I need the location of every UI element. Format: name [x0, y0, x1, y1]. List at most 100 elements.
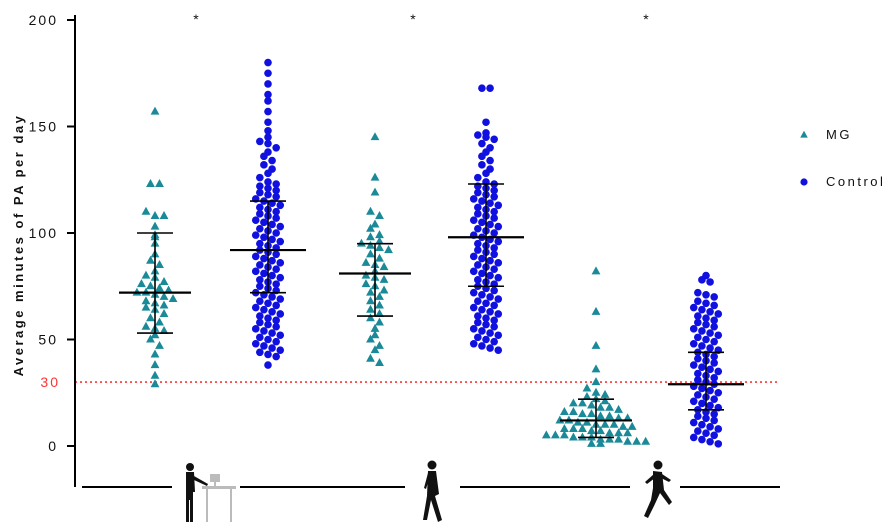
control-point	[694, 297, 702, 305]
mg-point	[159, 211, 169, 219]
mg-point	[366, 240, 375, 249]
control-point	[469, 303, 478, 312]
control-point	[268, 256, 276, 265]
control-point	[689, 418, 698, 427]
control-point	[490, 214, 498, 222]
mg-point	[591, 364, 601, 373]
control-point	[469, 252, 478, 261]
control-point	[486, 199, 494, 207]
control-point	[486, 308, 494, 316]
reference-line-label: 30	[40, 374, 60, 390]
control-point	[474, 203, 482, 212]
control-point	[694, 318, 702, 327]
control-point	[482, 169, 490, 178]
control-point	[698, 363, 706, 371]
mg-point	[587, 400, 596, 409]
control-point	[698, 327, 706, 335]
control-point	[490, 316, 498, 325]
mg-point	[591, 340, 601, 349]
mg-point	[375, 317, 384, 326]
control-point	[478, 139, 486, 148]
control-point	[256, 282, 264, 291]
mg-point	[550, 430, 560, 439]
mg-point	[596, 426, 605, 435]
mg-point	[370, 323, 380, 332]
mg-point	[578, 432, 587, 441]
control-point	[251, 231, 260, 239]
control-point	[482, 320, 490, 329]
control-point	[256, 333, 264, 342]
mg-point	[366, 313, 375, 322]
mg-point	[379, 274, 389, 283]
control-point	[714, 310, 723, 318]
control-point	[490, 286, 498, 295]
mg-point	[150, 211, 160, 219]
control-point	[706, 423, 714, 431]
mg-point	[578, 409, 587, 418]
mg-point	[614, 434, 623, 443]
control-point	[264, 69, 272, 78]
mg-point	[614, 404, 623, 413]
control-point	[276, 222, 285, 231]
mg-point	[596, 434, 605, 443]
control-point	[482, 118, 490, 127]
control-point	[256, 210, 264, 218]
control-point	[710, 293, 718, 301]
mg-point	[146, 334, 155, 343]
mg-point	[150, 106, 160, 115]
control-point	[272, 229, 280, 237]
mg-point	[605, 434, 614, 443]
control-point	[710, 416, 718, 425]
mg-point	[569, 406, 578, 415]
control-point	[494, 259, 503, 267]
control-point	[272, 250, 280, 259]
mg-point	[141, 302, 151, 311]
running-icon	[644, 460, 672, 518]
control-point	[800, 178, 808, 186]
control-point	[474, 224, 482, 233]
control-point	[260, 254, 268, 263]
control-point	[474, 276, 482, 284]
control-point	[272, 214, 280, 222]
y-tick-label: 150	[29, 119, 58, 135]
control-point	[478, 218, 486, 227]
control-point	[706, 401, 714, 410]
control-point	[469, 325, 478, 333]
mg-point	[375, 242, 384, 251]
mg-point	[375, 357, 384, 366]
mg-point	[605, 428, 614, 437]
mg-point	[573, 417, 583, 426]
mg-point	[379, 262, 389, 271]
control-point	[714, 425, 723, 433]
control-point	[256, 203, 264, 212]
control-point	[694, 312, 702, 320]
control-point	[482, 133, 490, 141]
mg-point	[623, 436, 633, 445]
legend: MG Control	[800, 127, 883, 189]
mg-point	[361, 279, 371, 288]
control-point	[256, 297, 264, 305]
control-point	[710, 316, 718, 325]
control-point	[494, 295, 503, 303]
control-point	[272, 280, 280, 288]
control-point	[478, 197, 486, 205]
mg-point	[591, 306, 601, 315]
mg-point	[582, 392, 592, 401]
control-point	[694, 369, 702, 378]
control-point	[706, 365, 714, 374]
control-point	[694, 391, 702, 399]
mg-point	[614, 428, 623, 437]
control-point	[264, 80, 272, 88]
control-point	[490, 244, 498, 252]
mg-point	[141, 206, 151, 215]
control-point	[486, 293, 494, 301]
control-point	[474, 297, 482, 305]
control-point	[494, 273, 503, 282]
control-point	[490, 301, 498, 310]
control-point	[256, 137, 264, 146]
mg-point	[587, 438, 596, 447]
control-point	[490, 207, 498, 216]
mg-point	[159, 277, 169, 286]
control-point	[710, 395, 718, 403]
